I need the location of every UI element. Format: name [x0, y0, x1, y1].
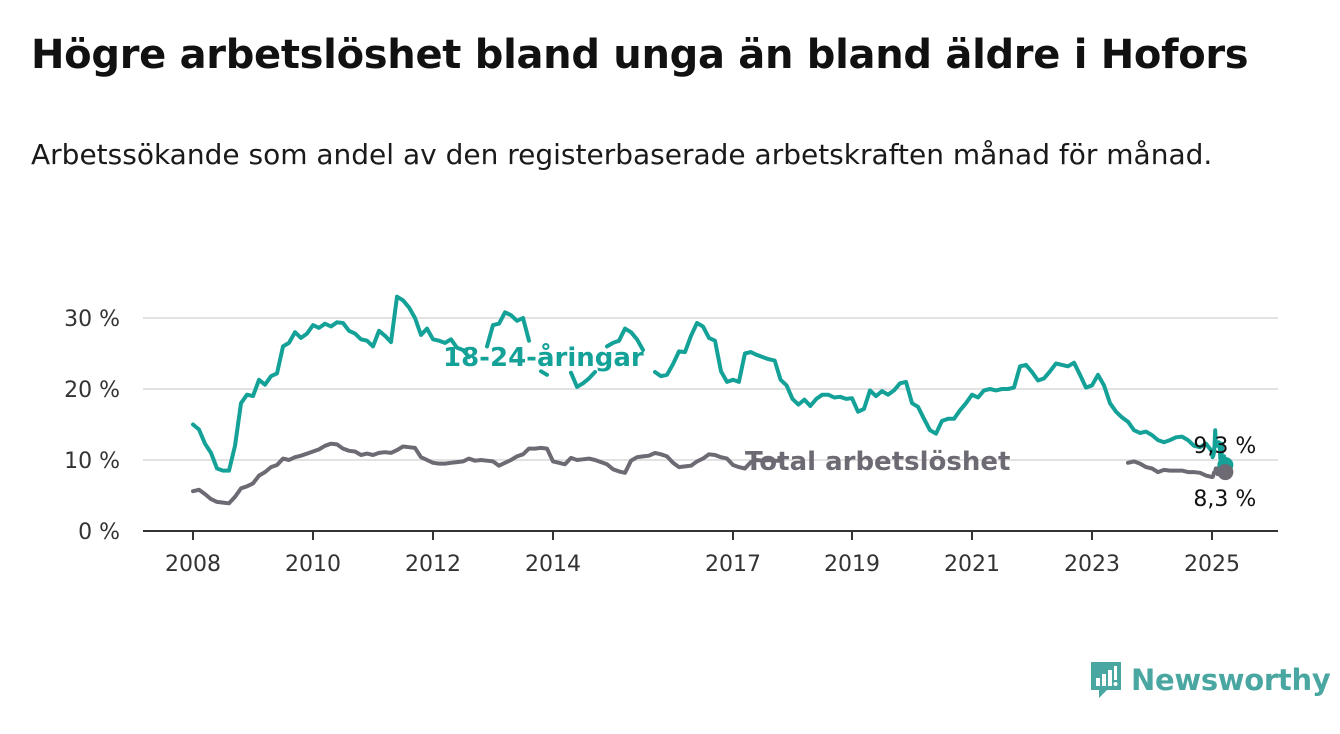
x-tick-label: 2025	[1184, 552, 1240, 577]
brand-name: Newsworthy	[1131, 663, 1331, 697]
end-label-total: 8,3 %	[1193, 487, 1256, 512]
series-label-total: Total arbetslöshet	[745, 447, 1010, 477]
y-tick-label: 0 %	[78, 520, 120, 545]
series-line-youth	[485, 310, 531, 349]
series-line-total	[191, 441, 783, 506]
brand-logo: Newsworthy	[1089, 660, 1331, 700]
x-tick-label: 2010	[285, 552, 341, 577]
x-axis-ticks: 2008 2010 2012 2014 2017 2019 2021 2023 2025	[165, 531, 1240, 577]
series-lines: 9,3 % 8,3 %	[191, 294, 1256, 512]
x-tick-label: 2017	[705, 552, 761, 577]
series-line-total	[1126, 459, 1228, 479]
series-line-youth	[191, 294, 471, 473]
x-tick-label: 2023	[1064, 552, 1120, 577]
series-line-youth	[605, 326, 645, 352]
gridlines	[143, 317, 1278, 461]
y-tick-label: 30 %	[64, 307, 120, 332]
x-tick-label: 2021	[944, 552, 1000, 577]
x-tick-label: 2019	[824, 552, 880, 577]
x-tick-label: 2008	[165, 552, 221, 577]
series-line-youth	[569, 370, 597, 389]
series-line-youth	[539, 369, 549, 377]
page-title: Högre arbetslöshet bland unga än bland ä…	[31, 32, 1249, 78]
y-tick-label: 20 %	[64, 378, 120, 403]
page-subtitle: Arbetssökande som andel av den registerb…	[31, 138, 1213, 171]
y-axis-ticks: 0 % 10 % 20 % 30 %	[64, 307, 120, 545]
x-tick-label: 2012	[405, 552, 461, 577]
series-label-youth: 18-24-åringar	[443, 341, 644, 373]
series-line-youth	[653, 321, 1225, 461]
x-tick-label: 2014	[525, 552, 581, 577]
y-tick-label: 10 %	[64, 449, 120, 474]
newsworthy-logo-icon	[1091, 662, 1121, 698]
end-label-youth: 9,3 %	[1193, 434, 1256, 459]
end-point-total	[1217, 464, 1234, 481]
series-labels: 18-24-åringar Total arbetslöshet	[443, 341, 1010, 477]
